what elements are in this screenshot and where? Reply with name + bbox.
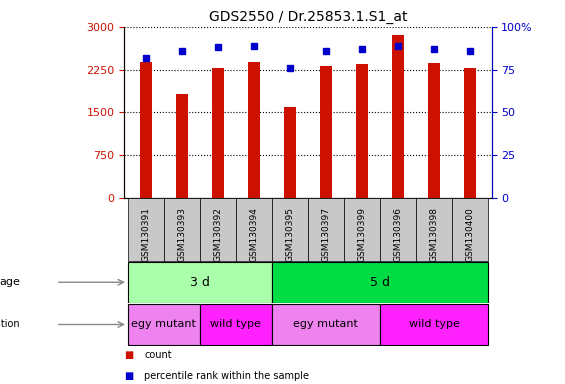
Text: wild type: wild type [408, 319, 459, 329]
Bar [272, 304, 380, 345]
Text: GSM130398: GSM130398 [429, 207, 438, 262]
Text: GSM130394: GSM130394 [249, 207, 258, 262]
Text: egy mutant: egy mutant [293, 319, 358, 329]
Bar [164, 198, 200, 261]
Text: egy mutant: egy mutant [132, 319, 197, 329]
Bar [128, 198, 164, 261]
Bar [308, 198, 344, 261]
Bar [320, 66, 332, 198]
Bar [392, 35, 404, 198]
Bar [380, 304, 488, 345]
Bar [344, 198, 380, 261]
Text: GSM130400: GSM130400 [466, 207, 475, 262]
Bar [140, 62, 152, 198]
Bar [247, 61, 260, 198]
Bar [452, 198, 488, 261]
Bar [128, 262, 272, 303]
Text: 3 d: 3 d [190, 276, 210, 289]
Bar [464, 68, 476, 198]
Text: GSM130391: GSM130391 [141, 207, 150, 262]
Text: GSM130397: GSM130397 [321, 207, 331, 262]
Text: wild type: wild type [211, 319, 262, 329]
Text: 5 d: 5 d [370, 276, 390, 289]
Text: GSM130392: GSM130392 [214, 207, 223, 262]
Text: ■: ■ [124, 350, 133, 360]
Text: genotype/variation: genotype/variation [0, 319, 20, 329]
Bar [272, 198, 308, 261]
Bar [284, 107, 296, 198]
Bar [416, 198, 452, 261]
Bar [212, 68, 224, 198]
Bar [272, 262, 488, 303]
Bar [200, 198, 236, 261]
Bar [236, 198, 272, 261]
Text: GSM130399: GSM130399 [358, 207, 367, 262]
Text: GSM130393: GSM130393 [177, 207, 186, 262]
Bar [380, 198, 416, 261]
Text: age: age [0, 277, 20, 287]
Text: percentile rank within the sample: percentile rank within the sample [144, 371, 309, 381]
Text: count: count [144, 350, 172, 360]
Bar [428, 63, 440, 198]
Bar [355, 65, 368, 198]
Bar [128, 304, 200, 345]
Text: GSM130396: GSM130396 [393, 207, 402, 262]
Bar [200, 304, 272, 345]
Text: ■: ■ [124, 371, 133, 381]
Title: GDS2550 / Dr.25853.1.S1_at: GDS2550 / Dr.25853.1.S1_at [208, 10, 407, 25]
Text: GSM130395: GSM130395 [285, 207, 294, 262]
Bar [176, 94, 188, 198]
